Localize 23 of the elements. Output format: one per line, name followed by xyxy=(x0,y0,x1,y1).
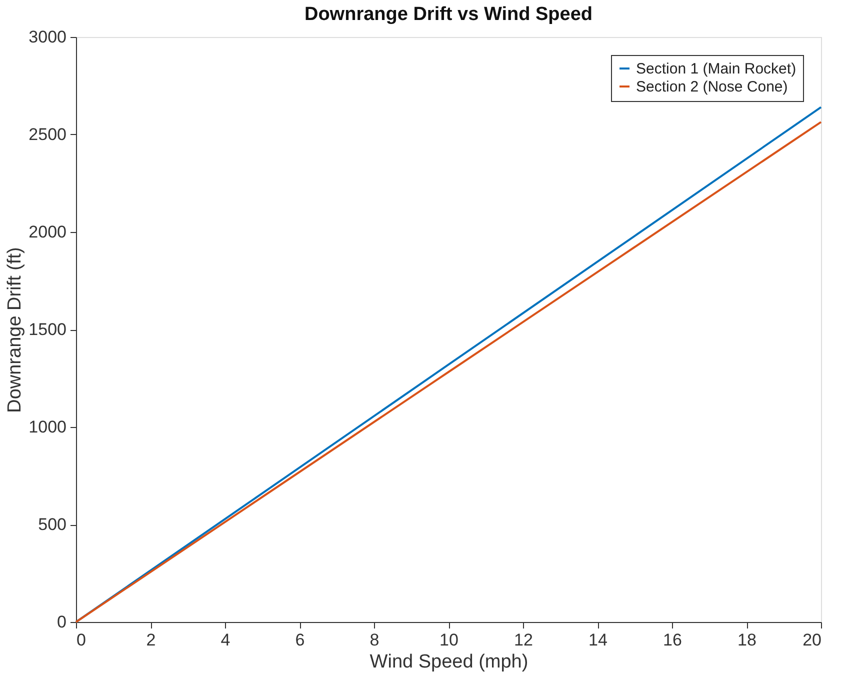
legend-label: Section 2 (Nose Cone) xyxy=(636,78,788,96)
x-tick-label: 18 xyxy=(738,630,756,650)
y-tick-label: 3000 xyxy=(28,28,66,46)
x-tick-label: 10 xyxy=(440,630,458,650)
x-tick-label: 8 xyxy=(370,630,380,650)
y-tick-label: 1000 xyxy=(28,418,66,436)
y-tick-label: 2500 xyxy=(28,125,66,144)
chart-title: Downrange Drift vs Wind Speed xyxy=(304,4,593,25)
x-tick-label: 20 xyxy=(802,630,822,650)
x-tick-label: 12 xyxy=(514,630,533,650)
x-axis-title: Wind Speed (mph) xyxy=(370,652,528,672)
x-tick-label: 2 xyxy=(146,630,156,650)
y-tick-label: 500 xyxy=(38,515,66,534)
x-tick-label: 0 xyxy=(76,630,86,650)
x-tick-label: 14 xyxy=(588,630,608,650)
y-tick-label: 0 xyxy=(57,612,66,632)
y-tick-label: 2000 xyxy=(28,222,66,242)
y-axis-title: Downrange Drift (ft) xyxy=(4,247,26,413)
legend-label: Section 1 (Main Rocket) xyxy=(636,60,796,78)
x-tick-label: 6 xyxy=(295,630,305,650)
x-tick-label: 4 xyxy=(220,630,230,650)
y-tick-label: 1500 xyxy=(28,320,66,339)
x-tick-label: 16 xyxy=(663,630,682,650)
